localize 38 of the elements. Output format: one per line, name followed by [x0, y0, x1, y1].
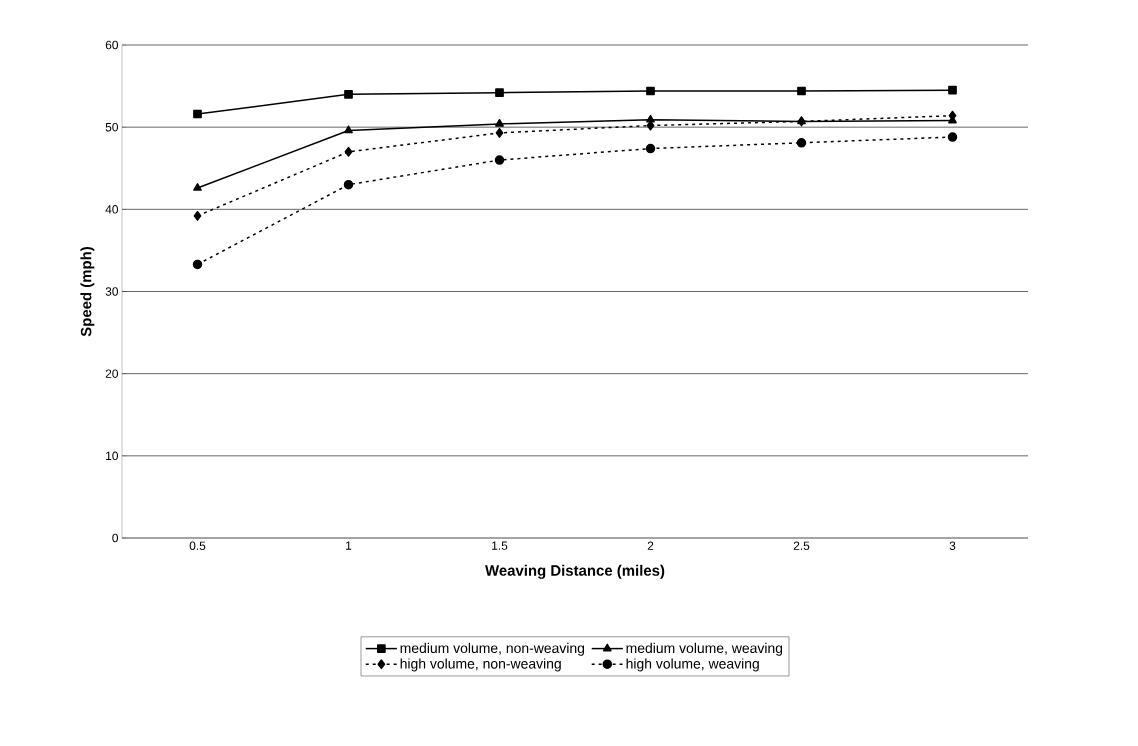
point	[948, 85, 957, 95]
point	[495, 127, 504, 138]
legend-label: medium volume, weaving	[626, 642, 783, 656]
point	[797, 86, 806, 96]
x-axis-title: Weaving Distance (miles)	[485, 564, 665, 579]
point	[796, 138, 807, 148]
point	[344, 146, 353, 157]
point	[344, 89, 353, 99]
point	[494, 155, 505, 165]
point	[344, 125, 353, 134]
y-tick-label: 40	[105, 205, 119, 214]
x-tick-label: 3	[949, 541, 956, 550]
y-tick-label: 20	[105, 369, 119, 378]
legend-label: high volume, weaving	[626, 658, 759, 672]
point	[193, 210, 202, 221]
x-tick-label: 1	[346, 541, 352, 550]
point	[192, 259, 203, 270]
point	[193, 109, 202, 119]
legend-label: high volume, non-weaving	[400, 658, 561, 672]
point	[343, 179, 354, 190]
legend-label: medium volume, non-weaving	[400, 642, 585, 656]
y-tick-label: 60	[105, 40, 119, 50]
point	[646, 114, 655, 123]
point	[646, 86, 655, 96]
y-tick-label: 50	[105, 122, 119, 132]
y-axis-title: Speed (mph)	[80, 247, 95, 337]
y-tick-label: 0	[112, 533, 119, 543]
x-tick-label: 2.5	[793, 541, 810, 550]
point	[495, 88, 504, 98]
y-tick-label: 10	[106, 451, 119, 461]
point	[645, 143, 656, 154]
x-tick-label: 2	[647, 541, 654, 550]
point	[495, 118, 504, 127]
point	[947, 132, 958, 142]
y-tick-label: 30	[105, 287, 119, 296]
x-tick-label: 0.5	[189, 541, 206, 550]
x-tick-label: 1.5	[492, 541, 508, 550]
point	[193, 183, 202, 191]
